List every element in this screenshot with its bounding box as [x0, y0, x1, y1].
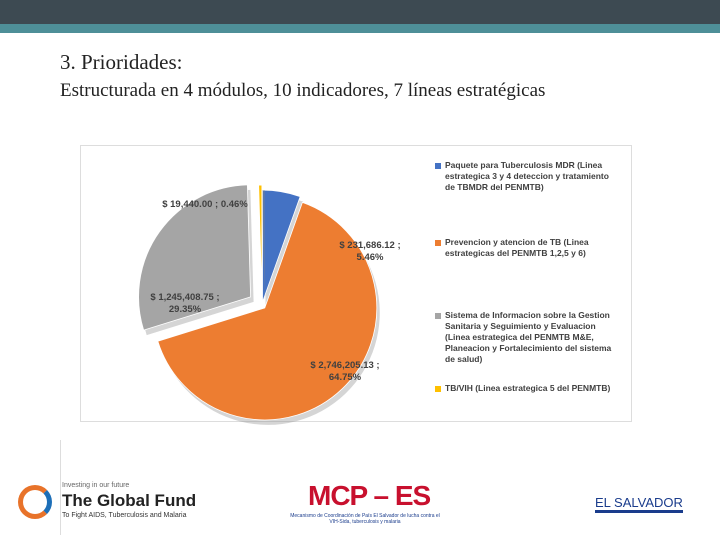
slide-title: 3. Prioridades: — [60, 50, 183, 74]
slice-label: $ 1,245,408.75 ; 29.35% — [150, 292, 220, 315]
slide-subtitle: Estructurada en 4 módulos, 10 indicadore… — [60, 80, 546, 101]
logo-text: MCP – ES — [308, 480, 431, 511]
legend-swatch — [435, 240, 441, 246]
slice-label: $ 231,686.12 ; 5.46% — [339, 240, 401, 263]
legend-entry: Paquete para Tuberculosis MDR (Linea est… — [445, 160, 609, 192]
legend-swatch — [435, 163, 441, 169]
top-bar — [0, 0, 720, 24]
top-stripe — [0, 24, 720, 33]
logo-text: EL SALVADOR — [595, 495, 683, 513]
pie-slice — [157, 201, 378, 421]
logo-text: Mecanismo de Coordinación de País El Sal… — [290, 513, 440, 525]
legend-swatch — [435, 313, 441, 319]
legend-entry: Sistema de Informacion sobre la Gestion … — [445, 310, 612, 364]
pie-slice — [262, 189, 301, 303]
slice-label: $ 2,746,205.13 ; 64.75% — [310, 360, 380, 383]
legend-entry: TB/VIH (Linea estrategica 5 del PENMTB) — [445, 383, 611, 393]
logo-text: Investing in our future — [62, 482, 130, 489]
legend-swatch — [435, 386, 441, 392]
legend-entry: Prevencion y atencion de TB (Linea estra… — [445, 237, 589, 258]
gf-icon — [18, 485, 52, 519]
slice-shadow — [261, 190, 265, 303]
chart-frame — [80, 145, 632, 422]
slice-label: $ 19,440.00 ; 0.46% — [162, 199, 248, 210]
logo-text: The Global Fund — [62, 491, 197, 510]
logo-text: To Fight AIDS, Tuberculosis and Malaria — [62, 512, 187, 519]
divider — [60, 440, 61, 535]
pie-slice — [138, 184, 252, 331]
pie-slice — [258, 184, 263, 298]
